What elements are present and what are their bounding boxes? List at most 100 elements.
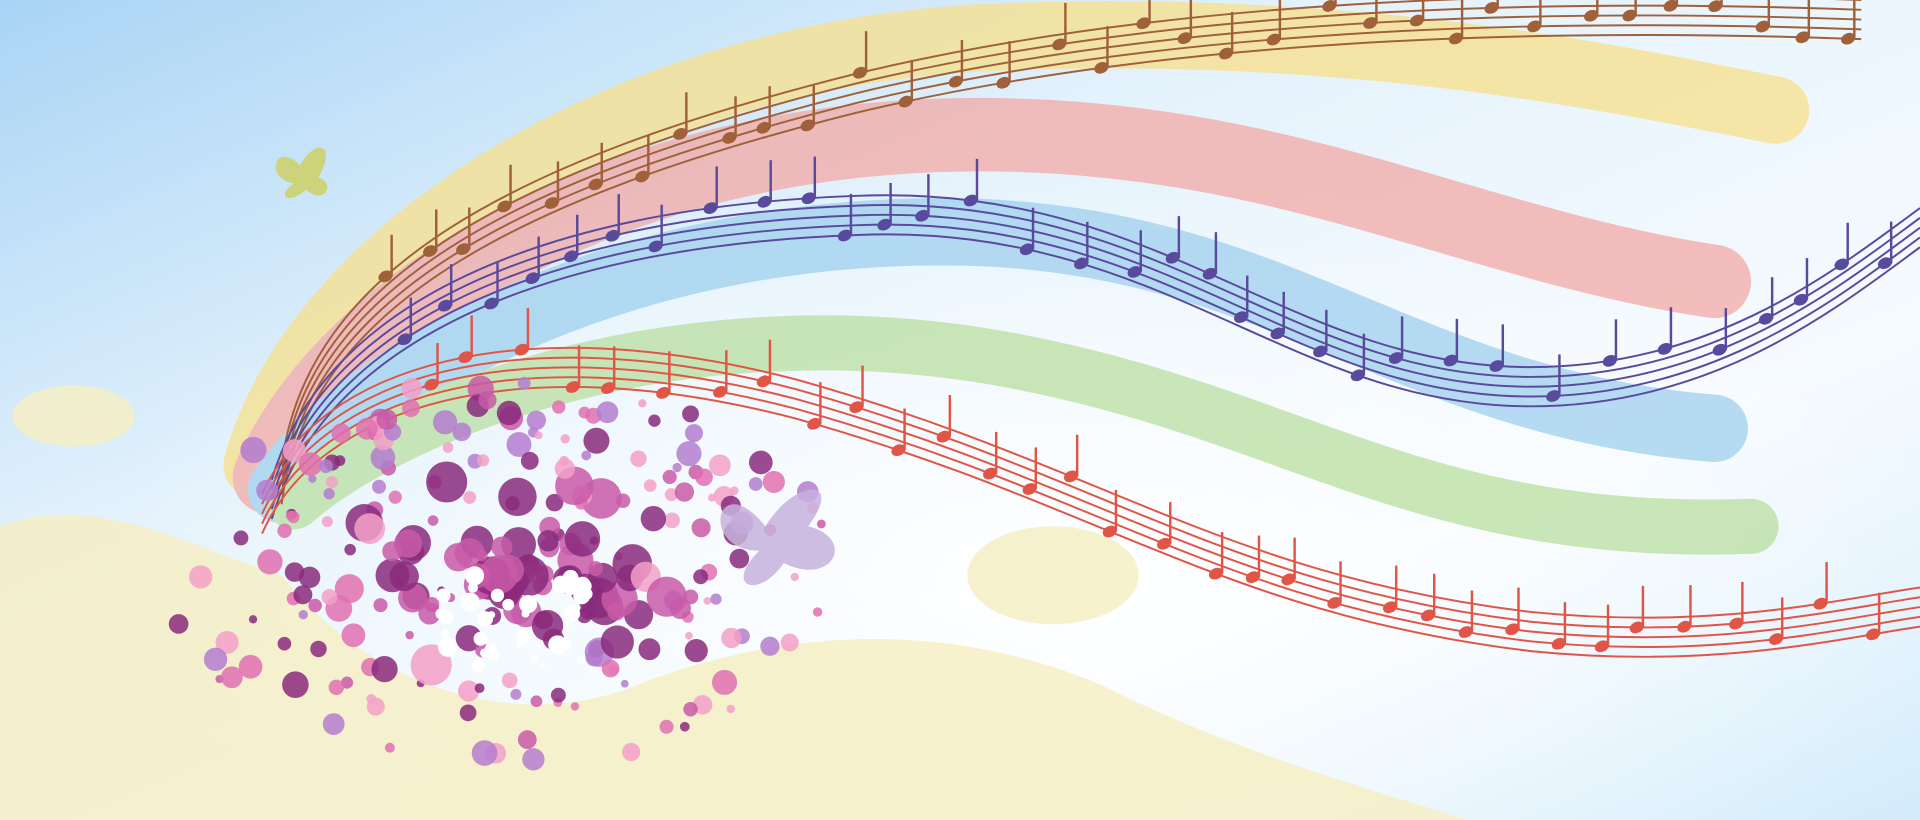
splatter-highlight — [440, 629, 450, 638]
note-head — [458, 351, 473, 363]
note-head — [1421, 609, 1436, 622]
note-head — [564, 250, 579, 263]
splatter-dot — [630, 450, 647, 467]
splatter-dot — [659, 719, 674, 734]
splatter-dot — [545, 493, 564, 512]
splatter-dot — [526, 410, 547, 430]
note-head — [497, 200, 512, 213]
note-head — [1281, 573, 1296, 586]
note-head — [963, 194, 978, 207]
splatter-dot — [684, 639, 708, 663]
butterfly — [275, 147, 328, 198]
staff-line — [280, 34, 1862, 505]
splatter-dot — [384, 742, 395, 753]
splatter-dot — [310, 640, 327, 658]
splatter-dot — [355, 417, 378, 440]
splatter-dot — [662, 469, 677, 485]
note-head — [1443, 354, 1458, 367]
splatter-dot — [318, 459, 333, 474]
note-head — [1834, 258, 1849, 271]
note-head — [1409, 14, 1425, 27]
note-head — [1363, 17, 1378, 29]
splatter-dot — [405, 630, 414, 640]
note-head — [849, 401, 864, 414]
splatter-dot — [471, 740, 498, 766]
splatter-dot — [683, 702, 698, 717]
note-head — [1458, 626, 1473, 638]
note-head — [1813, 597, 1828, 610]
splatter-dot — [710, 593, 722, 605]
splatter-dot — [370, 445, 396, 470]
splatter-dot — [285, 510, 296, 521]
note-head — [756, 121, 771, 134]
splatter-dot — [463, 490, 477, 504]
note-head — [1388, 352, 1404, 364]
splatter-dot — [240, 436, 267, 464]
splatter-dot — [203, 647, 228, 672]
note-head — [1136, 17, 1151, 30]
splatter-dot — [491, 536, 513, 558]
staff — [270, 156, 1920, 520]
splatter-dot — [371, 656, 398, 683]
splatter-dot — [322, 713, 345, 735]
splatter-dot — [748, 477, 763, 491]
note-head — [673, 128, 688, 140]
note-head — [1208, 567, 1224, 580]
splatter-dot — [721, 627, 742, 649]
splatter-dot — [373, 598, 388, 613]
staff-line — [270, 233, 1920, 520]
splatter-dot — [410, 644, 452, 686]
note-head — [438, 299, 453, 312]
note-head — [1313, 345, 1328, 358]
splatter-dot — [308, 598, 322, 613]
splatter-dot — [293, 585, 313, 605]
note-head — [983, 467, 998, 480]
splatter-highlight — [487, 611, 496, 619]
splatter-dot — [664, 488, 678, 502]
note-head — [948, 75, 963, 88]
splatter-dot — [711, 669, 738, 695]
splatter-dot — [620, 679, 629, 688]
note-head — [484, 297, 499, 310]
splatter-dot — [570, 702, 580, 711]
note-head — [852, 66, 868, 79]
note-head — [565, 381, 580, 393]
splatter-dot — [510, 688, 522, 700]
note-head — [1019, 243, 1034, 256]
splatter-dot — [726, 704, 736, 714]
splatter-highlight — [519, 595, 538, 614]
splatter-dot — [455, 625, 482, 652]
splatter-highlight — [465, 566, 485, 586]
note-head — [1629, 621, 1644, 634]
splatter-dot — [812, 607, 823, 617]
note-head — [1663, 0, 1678, 12]
splatter-dot — [323, 488, 335, 500]
note-head — [1657, 342, 1672, 355]
note-head — [756, 375, 771, 388]
staff-line — [261, 386, 1920, 658]
staff-line — [280, 4, 1862, 475]
note-head — [1841, 32, 1856, 45]
splatter-dot — [277, 523, 292, 538]
splatter-dot — [418, 602, 441, 625]
splatter-dot — [682, 405, 699, 423]
note-head — [1546, 390, 1561, 402]
splatter-dot — [580, 602, 597, 620]
splatter-dot — [321, 516, 333, 528]
splatter-dot — [282, 671, 309, 698]
splatter-dot — [703, 597, 712, 605]
note-head — [1795, 31, 1810, 44]
splatter-dot — [560, 434, 570, 444]
splatter-dot — [581, 450, 592, 461]
splatter-dot — [674, 482, 695, 502]
note-head — [1322, 0, 1337, 12]
splatter-highlight — [473, 631, 488, 646]
splatter-highlight — [577, 656, 585, 664]
note-head — [1622, 9, 1637, 22]
splatter-dot — [596, 401, 619, 424]
splatter-dot — [664, 512, 680, 529]
yellow-splotches — [0, 385, 1470, 820]
splatter-dot — [552, 400, 566, 414]
note-head — [1551, 637, 1566, 650]
